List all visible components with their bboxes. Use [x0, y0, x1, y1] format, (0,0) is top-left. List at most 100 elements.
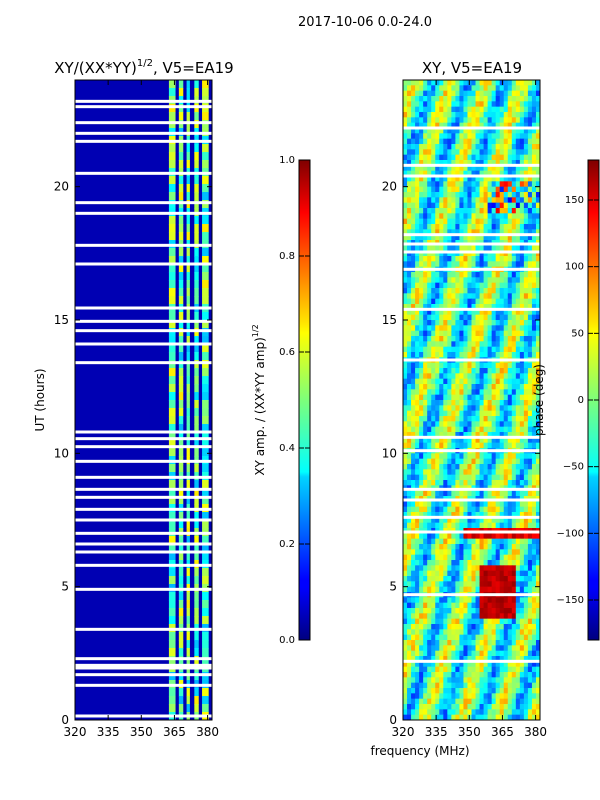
amplitude-xtick-label: 320 [64, 725, 87, 739]
phase-cell [483, 688, 489, 694]
phase-cell [495, 245, 501, 252]
phase-cell [487, 426, 493, 433]
phase-cell [511, 565, 517, 572]
phase-cell [467, 453, 472, 460]
phase-cell [459, 346, 464, 353]
phase-cell [451, 224, 456, 230]
phase-cell [487, 373, 493, 380]
phase-cell [491, 432, 497, 438]
phase-cell [463, 469, 468, 476]
amplitude-band-cell [202, 336, 209, 345]
phase-cell [511, 608, 517, 614]
amplitude-band-cell [186, 544, 190, 553]
phase-cell [459, 128, 464, 134]
amplitude-data-gap [75, 673, 212, 677]
phase-cell [435, 373, 440, 380]
phase-cell [459, 261, 464, 268]
phase-cell [475, 704, 481, 710]
phase-cell [503, 416, 509, 422]
phase-cell [407, 250, 412, 257]
phase-cell [467, 96, 472, 102]
phase-cell [427, 384, 432, 390]
phase-cell [411, 368, 416, 374]
phase-cell [435, 101, 440, 108]
phase-cell [467, 474, 472, 481]
phase-cell [415, 160, 420, 166]
phase-cell [463, 538, 468, 545]
phase-cell [471, 85, 477, 92]
phase-cell [447, 245, 452, 252]
phase-cell [403, 517, 408, 524]
phase-cell [487, 501, 493, 508]
phase-cell [431, 170, 436, 177]
phase-cell [523, 272, 529, 278]
phase-cell [535, 698, 540, 705]
phase-cell [415, 501, 420, 508]
phase-cell [535, 480, 540, 486]
phase-cell [419, 362, 424, 369]
phase-cell [499, 464, 505, 470]
phase-cell [491, 202, 497, 209]
phase-cell [415, 122, 420, 129]
phase-cell [531, 645, 537, 652]
phase-cell [463, 602, 468, 609]
phase-cell [455, 106, 460, 113]
phase-cell [491, 586, 497, 593]
phase-cell [495, 389, 501, 396]
amplitude-ytick-label: 20 [54, 180, 69, 194]
phase-cell [475, 352, 481, 358]
phase-cell [455, 586, 460, 593]
phase-cell [507, 304, 513, 310]
phase-cell [531, 186, 537, 193]
phase-cell [491, 176, 497, 182]
phase-cell [419, 405, 424, 412]
phase-cell [459, 506, 464, 513]
phase-cell [459, 656, 464, 662]
phase-cell [479, 613, 485, 620]
phase-cell [415, 453, 420, 460]
amplitude-band-cell [178, 176, 184, 185]
phase-cell [459, 197, 464, 204]
phase-cell [467, 522, 472, 529]
phase-cell [455, 544, 460, 550]
phase-cell [487, 464, 493, 470]
phase-cell [527, 378, 533, 385]
phase-cell [495, 512, 501, 518]
amplitude-band-cell [202, 424, 209, 433]
phase-cell [531, 122, 537, 129]
phase-cell [499, 149, 505, 156]
phase-cell [451, 608, 456, 614]
phase-cell [523, 405, 529, 412]
phase-cell [467, 613, 472, 620]
phase-cell [455, 661, 460, 668]
amplitude-band-cell [168, 480, 176, 489]
amplitude-band-cell [202, 688, 209, 697]
phase-cell [523, 234, 529, 241]
phase-cell [523, 400, 529, 406]
phase-cell [415, 464, 420, 470]
phase-cell [503, 122, 509, 129]
phase-cell [419, 224, 424, 230]
phase-cell [423, 149, 428, 156]
amplitude-band-cell [168, 576, 176, 585]
phase-cell [499, 709, 505, 716]
phase-cell [499, 106, 505, 113]
phase-cell [491, 181, 497, 188]
phase-cell [403, 133, 408, 140]
phase-cell [459, 576, 464, 582]
phase-cell [523, 394, 529, 401]
phase-cell [491, 149, 497, 156]
phase-cell [483, 517, 489, 524]
phase-cell [451, 336, 456, 342]
phase-cell [495, 186, 501, 193]
phase-cell [519, 122, 525, 129]
phase-cell [407, 426, 412, 433]
phase-cell [499, 282, 505, 289]
phase-cell [535, 250, 540, 257]
phase-cell [439, 330, 444, 337]
phase-cell [523, 554, 529, 561]
phase-cell [415, 432, 420, 438]
phase-cell [403, 597, 408, 604]
amplitude-band-cell [194, 488, 199, 497]
phase-cell [519, 368, 525, 374]
